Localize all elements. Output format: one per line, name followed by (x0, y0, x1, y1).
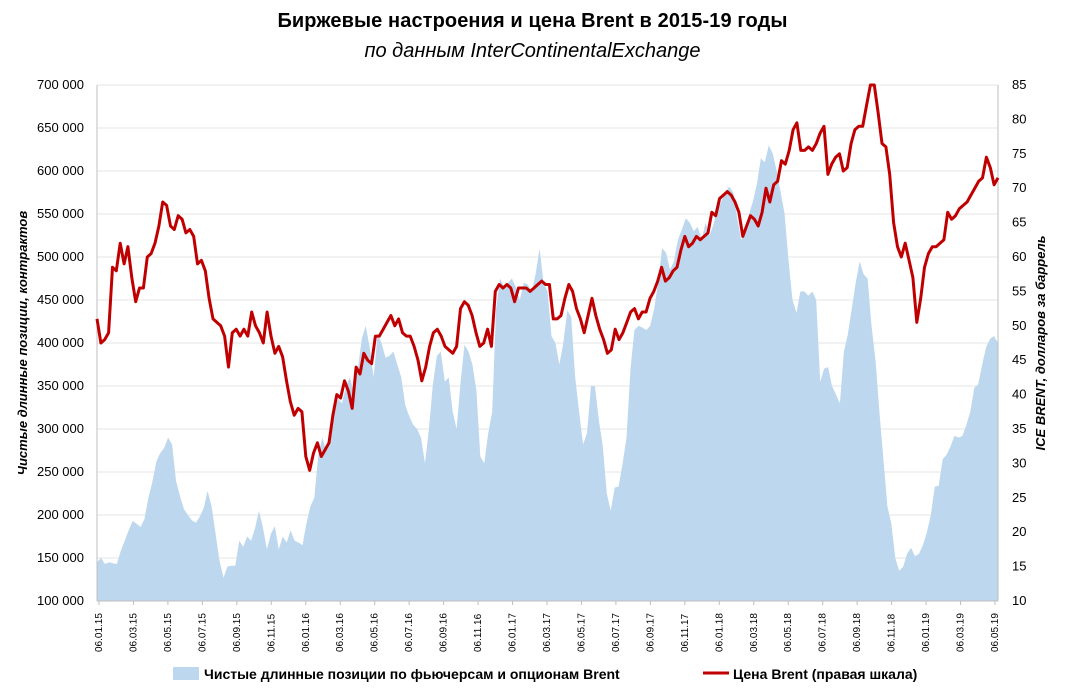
x-tick-label: 06.07.16 (404, 613, 415, 652)
x-tick-label: 06.03.15 (128, 613, 139, 652)
x-tick-label: 06.05.18 (783, 613, 794, 652)
x-tick-label: 06.03.18 (749, 613, 760, 652)
right-y-tick-label: 25 (1012, 490, 1026, 505)
x-tick-label: 06.09.16 (439, 613, 450, 652)
left-y-tick-label: 650 000 (37, 120, 84, 135)
x-tick-label: 06.01.16 (301, 613, 312, 652)
x-tick-label: 06.01.18 (714, 613, 725, 652)
left-y-tick-label: 400 000 (37, 335, 84, 350)
left-y-tick-label: 700 000 (37, 77, 84, 92)
right-y-tick-label: 45 (1012, 352, 1026, 367)
x-tick-label: 06.11.17 (680, 613, 691, 652)
left-y-tick-label: 550 000 (37, 206, 84, 221)
left-y-tick-label: 150 000 (37, 550, 84, 565)
right-axis-label: ICE BRENT, долларов за баррель (1033, 236, 1048, 451)
legend: Чистые длинные позиции по фьючерсам и оп… (173, 666, 917, 682)
x-tick-label: 06.05.16 (370, 613, 381, 652)
x-tick-label: 06.05.15 (163, 613, 174, 652)
left-y-tick-label: 100 000 (37, 593, 84, 608)
right-y-tick-label: 35 (1012, 421, 1026, 436)
left-y-tick-label: 200 000 (37, 507, 84, 522)
x-tick-label: 06.09.17 (645, 613, 656, 652)
left-y-tick-label: 250 000 (37, 464, 84, 479)
right-y-tick-label: 65 (1012, 215, 1026, 230)
right-y-tick-label: 70 (1012, 180, 1026, 195)
right-y-tick-label: 30 (1012, 455, 1026, 470)
left-y-tick-label: 300 000 (37, 421, 84, 436)
x-tick-label: 06.01.19 (921, 613, 932, 652)
x-tick-label: 06.09.18 (852, 613, 863, 652)
area-series-layer (97, 145, 998, 601)
legend-area-swatch (173, 667, 199, 680)
x-tick-label: 06.09.15 (232, 613, 243, 652)
right-y-tick-label: 80 (1012, 111, 1026, 126)
left-y-tick-label: 500 000 (37, 249, 84, 264)
x-tick-label: 06.05.17 (576, 613, 587, 652)
right-y-tick-label: 40 (1012, 387, 1026, 402)
x-tick-label: 06.11.16 (473, 613, 484, 652)
right-y-tick-label: 10 (1012, 593, 1026, 608)
x-tick-label: 06.01.15 (94, 613, 105, 652)
x-tick-label: 06.01.17 (508, 613, 519, 652)
right-y-tick-label: 75 (1012, 146, 1026, 161)
x-tick-label: 06.03.16 (335, 613, 346, 652)
right-y-tick-label: 50 (1012, 318, 1026, 333)
left-y-tick-label: 450 000 (37, 292, 84, 307)
right-y-tick-label: 20 (1012, 524, 1026, 539)
chart-title: Биржевые настроения и цена Brent в 2015-… (277, 10, 788, 32)
x-tick-label: 06.03.19 (956, 613, 967, 652)
x-ticks: 06.01.15 06.03.15 06.05.15 06.07.15 06.09.15… (94, 601, 1001, 652)
x-tick-label: 06.11.18 (887, 613, 898, 652)
right-y-tick-label: 85 (1012, 77, 1026, 92)
x-tick-label: 06.11.15 (266, 613, 277, 652)
right-y-tick-label: 55 (1012, 283, 1026, 298)
x-tick-label: 06.07.17 (611, 613, 622, 652)
left-y-ticks: 100 000 150 000 200 000 250 000 300 000 350 0… (37, 77, 84, 608)
x-tick-label: 06.07.18 (818, 613, 829, 652)
line-series-layer (95, 83, 1000, 472)
net-long-positions-area (97, 145, 998, 601)
right-y-tick-label: 15 (1012, 559, 1026, 574)
left-y-tick-label: 350 000 (37, 378, 84, 393)
right-y-tick-label: 60 (1012, 249, 1026, 264)
x-tick-label: 06.03.17 (542, 613, 553, 652)
left-y-tick-label: 600 000 (37, 163, 84, 178)
left-axis-label: Чистые длинные позиции, контрактов (15, 211, 30, 476)
right-y-ticks: 10 15 20 25 30 35 40 45 50 55 60 65 70 75 80 85 (1012, 77, 1026, 608)
x-tick-label: 06.05.19 (990, 613, 1001, 652)
legend-area-label: Чистые длинные позиции по фьючерсам и оп… (204, 666, 620, 682)
chart-subtitle: по данным InterContinentalExchange (364, 40, 701, 62)
x-tick-label: 06.07.15 (197, 613, 208, 652)
legend-line-label: Цена Brent (правая шкала) (733, 666, 917, 682)
brent-price-line (95, 83, 1000, 472)
